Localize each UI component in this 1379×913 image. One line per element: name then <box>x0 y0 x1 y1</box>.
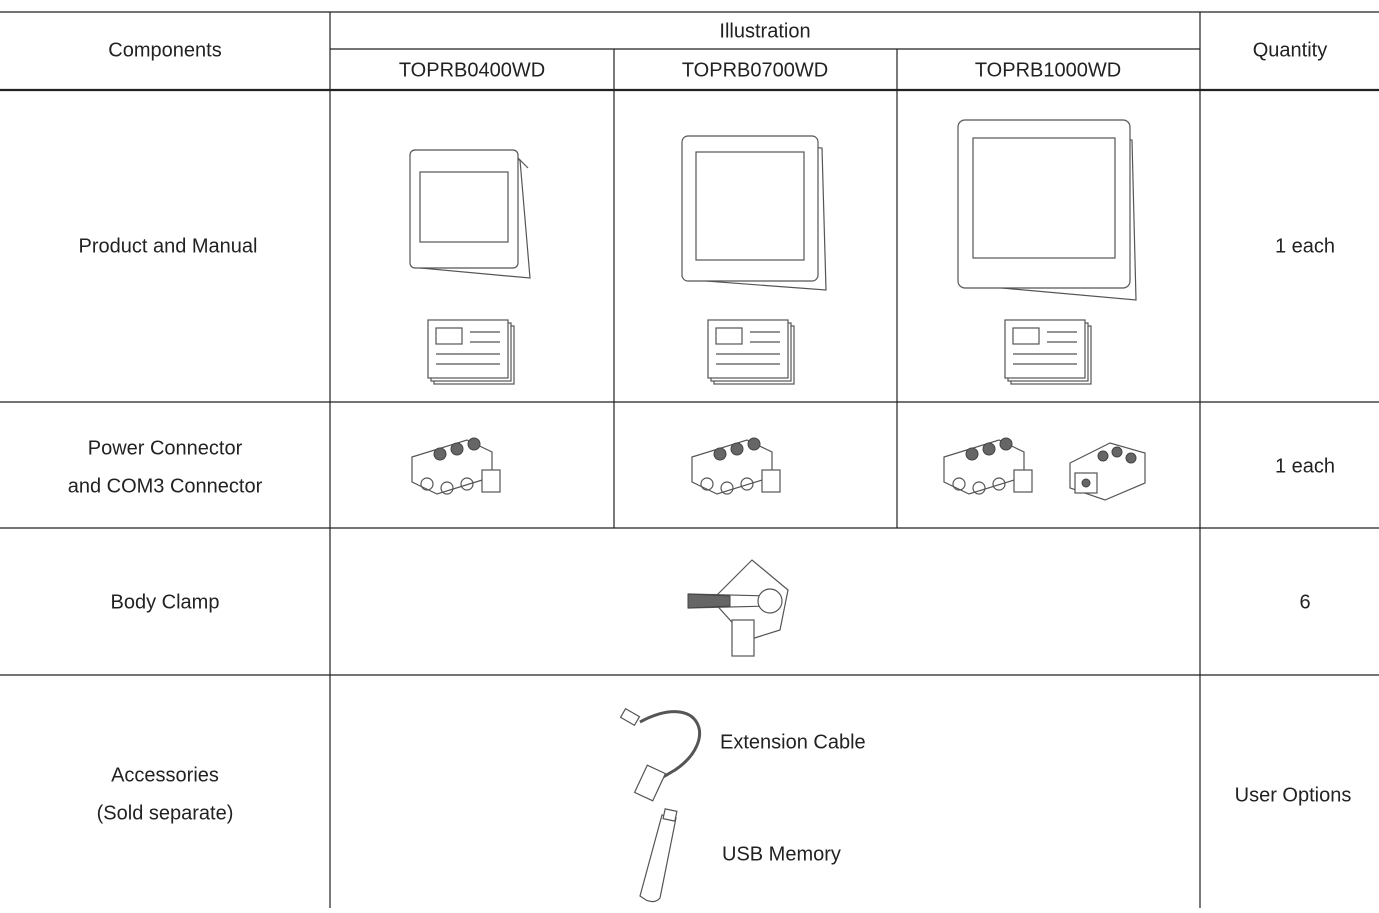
drawing <box>1012 327 1040 345</box>
drawing <box>957 119 1131 289</box>
accessory-label: Extension Cable <box>720 731 866 753</box>
drawing <box>481 469 501 493</box>
component-name: (Sold separate) <box>97 802 234 824</box>
drawing <box>965 447 979 461</box>
header-components: Components <box>108 39 221 61</box>
quantity: 1 each <box>1275 455 1335 477</box>
table-rules <box>0 11 1379 908</box>
drawing <box>992 477 1006 491</box>
drawing <box>1111 446 1123 458</box>
quantity: User Options <box>1235 784 1352 806</box>
device-7inch <box>681 135 827 291</box>
drawing <box>619 707 641 727</box>
header-model: TOPRB0400WD <box>399 59 545 81</box>
header-model: TOPRB0700WD <box>682 59 828 81</box>
drawing <box>757 588 783 614</box>
component-name: Body Clamp <box>111 591 220 613</box>
drawing <box>695 151 805 261</box>
device-4inch <box>409 149 531 279</box>
device-10inch <box>957 119 1137 301</box>
drawing <box>999 437 1013 451</box>
drawing <box>681 135 819 282</box>
drawing <box>1069 442 1146 501</box>
drawing <box>952 477 966 491</box>
drawing <box>467 437 481 451</box>
drawing <box>740 477 754 491</box>
quantity: 6 <box>1299 591 1310 613</box>
drawing <box>409 149 519 269</box>
drawing <box>440 481 454 495</box>
drawing <box>427 319 515 385</box>
drawing <box>730 442 744 456</box>
drawing <box>747 437 761 451</box>
connector-icons <box>411 437 1146 501</box>
drawing <box>633 764 667 802</box>
drawing <box>639 814 677 903</box>
drawing <box>707 319 789 379</box>
drawing <box>707 319 795 385</box>
quantity: 1 each <box>1275 235 1335 257</box>
drawing <box>1125 452 1137 464</box>
drawing <box>433 447 447 461</box>
drawing <box>720 481 734 495</box>
component-name: Product and Manual <box>78 235 257 257</box>
drawing <box>1081 478 1091 488</box>
drawing <box>420 477 434 491</box>
drawing <box>1013 469 1033 493</box>
drawing <box>715 327 743 345</box>
drawing <box>1004 319 1092 385</box>
drawing <box>687 593 731 609</box>
drawing <box>411 437 501 495</box>
drawing <box>713 447 727 461</box>
drawing <box>460 477 474 491</box>
drawing <box>435 327 463 345</box>
drawing <box>427 319 509 379</box>
drawing <box>761 469 781 493</box>
drawing <box>982 442 996 456</box>
usb-memory-icon <box>639 808 678 903</box>
drawing <box>972 137 1116 259</box>
header-illustration: Illustration <box>719 20 810 42</box>
clamp-icon <box>687 559 789 657</box>
drawing <box>517 157 529 169</box>
drawing <box>972 481 986 495</box>
accessory-label: USB Memory <box>722 843 841 865</box>
drawing <box>1004 319 1086 379</box>
component-name: Power Connector <box>88 437 243 459</box>
drawing <box>700 477 714 491</box>
drawing <box>1097 450 1109 462</box>
manual-icons <box>427 319 1092 385</box>
drawing <box>450 442 464 456</box>
drawing <box>691 437 781 495</box>
component-name: and COM3 Connector <box>68 475 263 497</box>
component-name: Accessories <box>111 764 219 786</box>
drawing <box>731 619 755 657</box>
header-quantity: Quantity <box>1253 39 1327 61</box>
drawing <box>662 808 678 822</box>
drawing <box>419 171 509 243</box>
cable-icon <box>619 707 701 802</box>
header-model: TOPRB1000WD <box>975 59 1121 81</box>
drawing <box>943 437 1033 495</box>
